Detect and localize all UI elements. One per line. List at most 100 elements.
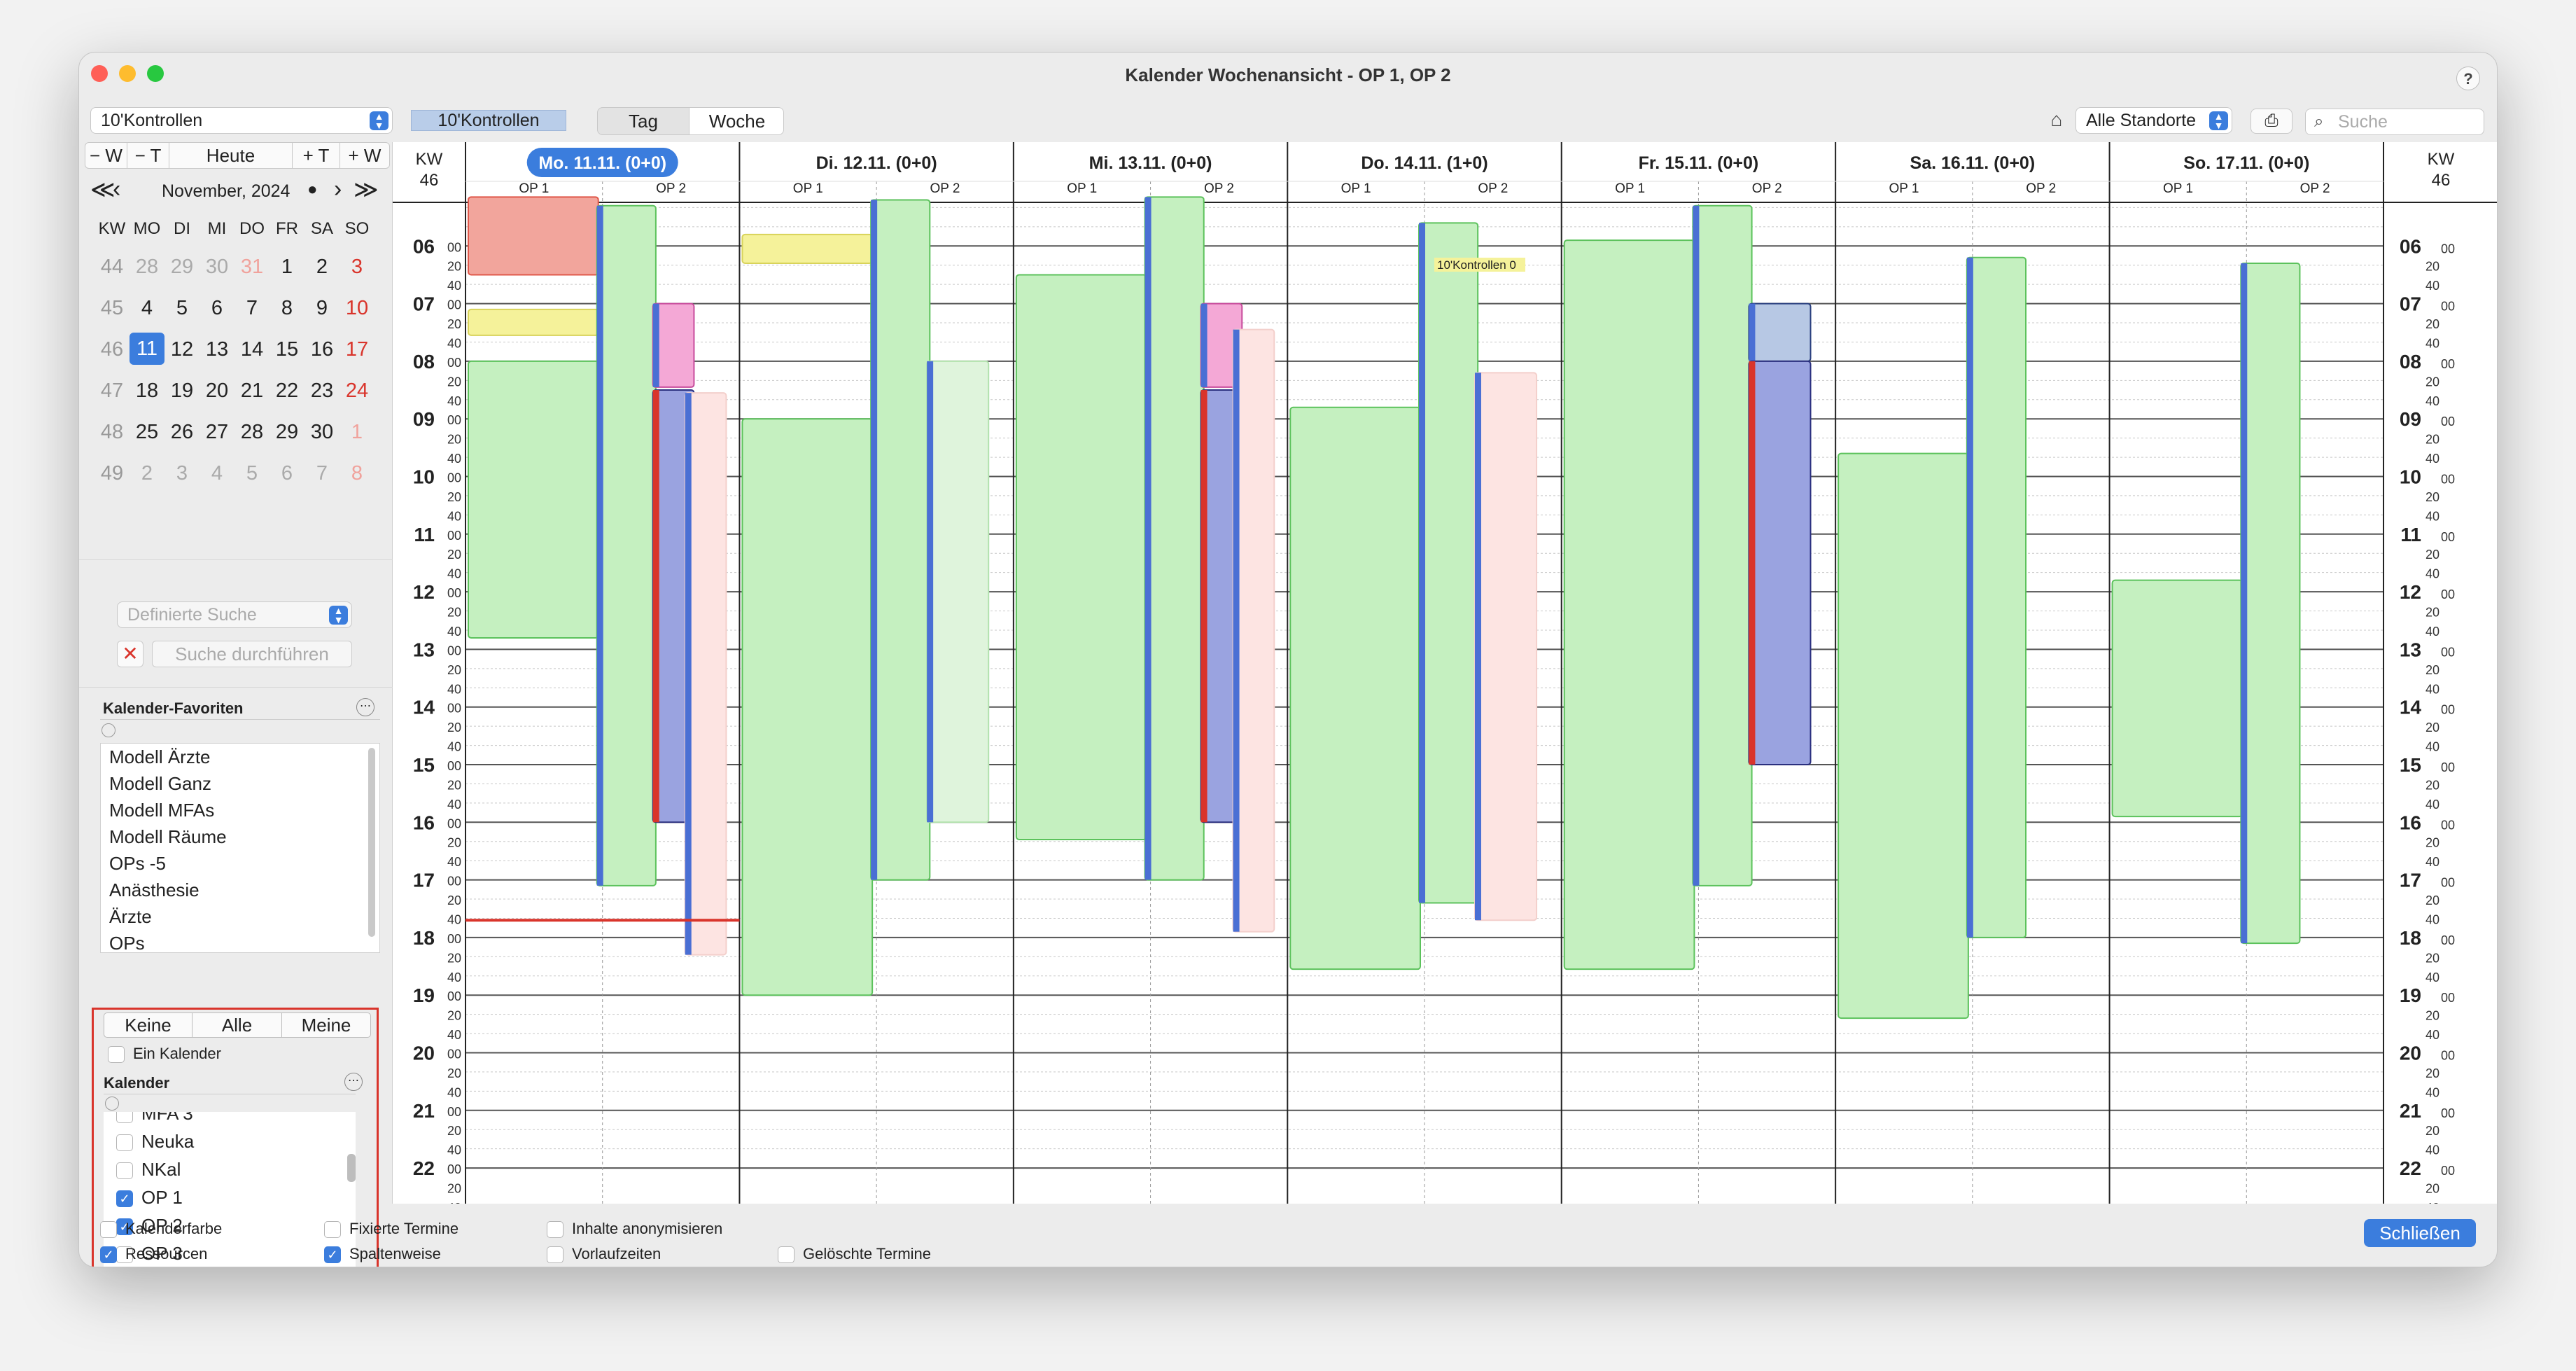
day-cell[interactable]: 5 [176,297,188,319]
option-fixierte-termine[interactable]: Fixierte Termine [324,1218,458,1240]
appointment-block[interactable] [1015,274,1147,840]
favorite-item[interactable]: Modell Räume [109,826,227,847]
next-month-step-icon[interactable]: › [334,176,342,202]
single-calendar-option[interactable]: Ein Kalender [108,1042,221,1066]
calendars-radio[interactable] [105,1097,119,1111]
day-cell[interactable]: 3 [351,256,363,278]
calendars-scrollbar[interactable] [347,1154,356,1182]
favorite-item[interactable]: OPs -5 [109,853,166,874]
appointment-block[interactable] [870,199,931,881]
calendar-item[interactable]: OP 3 [104,1239,356,1267]
day-cell[interactable]: 21 [240,380,264,402]
day-cell[interactable]: 15 [275,338,299,361]
calendar-item[interactable]: NKal [104,1155,356,1183]
option-gelöschte-termine[interactable]: Gelöschte Termine [778,1243,931,1265]
option-inhalte-anonymisieren[interactable]: Inhalte anonymisieren [547,1218,722,1240]
appointment-block[interactable] [1748,360,1812,765]
option-checkbox[interactable] [324,1221,341,1239]
option-ressourcen[interactable]: ✓ Ressourcen [100,1243,207,1265]
day-cell[interactable]: 5 [246,462,258,485]
appointment-block[interactable] [1692,204,1753,886]
tab-week[interactable]: Woche [689,108,783,134]
favorite-item[interactable]: Anästhesie [109,879,200,900]
option-spaltenweise[interactable]: ✓ Spaltenweise [324,1243,441,1265]
appointment-block[interactable] [1563,239,1695,970]
option-checkbox[interactable] [100,1221,117,1239]
day-cell[interactable]: 19 [170,380,194,402]
clear-search-icon[interactable]: ✕ [117,641,144,667]
minimize-window-button[interactable] [119,65,136,82]
option-kalenderfarbe[interactable]: Kalenderfarbe [100,1218,222,1240]
appointment-block[interactable] [1418,222,1479,904]
calendar-checkbox[interactable]: ✓ [116,1190,133,1208]
day-cell[interactable]: 29 [275,421,299,443]
appointment-block[interactable] [1748,302,1812,362]
day-cell[interactable]: 22 [275,380,299,402]
run-search-button[interactable]: Suche durchführen [152,641,352,667]
more-icon[interactable]: ⋯ [344,1073,363,1091]
day-cell[interactable]: 14 [240,338,264,361]
day-cell[interactable]: 12 [170,338,194,361]
day-cell[interactable]: 2 [141,462,153,485]
day-cell[interactable]: 4 [211,462,223,485]
close-button[interactable]: Schließen [2364,1219,2476,1247]
select-mine-button[interactable]: Meine [301,1015,351,1036]
favorites-radio[interactable] [102,723,115,737]
appointment-block[interactable] [926,360,990,823]
calendar-checkbox[interactable] [116,1162,133,1180]
day-cell[interactable]: 30 [310,421,334,443]
day-cell[interactable]: 7 [246,297,258,319]
search-field[interactable]: ⌕ Suche [2305,109,2484,135]
day-cell[interactable]: 26 [170,421,194,443]
appointment-block[interactable] [2111,579,2244,818]
maximize-window-button[interactable] [147,65,164,82]
defined-search-select[interactable]: Definierte Suche ▲ ▼ [117,601,352,628]
day-cell[interactable]: 13 [205,338,229,361]
appointment-block[interactable] [2240,262,2301,945]
appointment-block[interactable] [1289,406,1422,970]
appointment-block[interactable] [1474,372,1538,921]
day-cell[interactable]: 16 [310,338,334,361]
day-cell[interactable]: 28 [135,256,159,278]
next-day-button[interactable]: + T [293,143,340,168]
day-cell[interactable]: 4 [141,297,153,319]
day-cell[interactable]: 31 [240,256,264,278]
favorite-item[interactable]: Ärzte [109,906,152,927]
day-cell[interactable]: 11 [130,333,164,365]
day-cell[interactable]: 27 [205,421,229,443]
day-cell[interactable]: 17 [345,338,369,361]
day-cell[interactable]: 8 [281,297,293,319]
today-pill[interactable] [526,148,678,177]
appointment-block[interactable] [596,204,657,886]
day-cell[interactable]: 23 [310,380,334,402]
favorites-scrollbar[interactable] [368,748,375,937]
appointment-block[interactable] [1837,452,1969,1019]
day-cell[interactable]: 1 [281,256,293,278]
favorite-item[interactable]: Modell Ganz [109,773,211,794]
day-cell[interactable]: 6 [211,297,223,319]
prev-day-button[interactable]: − T [127,143,169,168]
day-cell[interactable]: 28 [240,421,264,443]
favorite-item[interactable]: Modell Ärzte [109,746,211,767]
day-cell[interactable]: 7 [316,462,328,485]
appointment-block[interactable] [741,418,874,996]
appointment-block[interactable] [1966,256,2027,938]
day-cell[interactable]: 3 [176,462,188,485]
next-month-icon[interactable]: ≫ [354,176,379,203]
option-checkbox[interactable] [547,1246,564,1264]
appointment-block[interactable] [1434,257,1525,272]
more-icon[interactable]: ⋯ [356,698,374,716]
day-cell[interactable]: 10 [345,297,369,319]
appointment-block[interactable] [1144,196,1205,881]
day-cell[interactable]: 18 [135,380,159,402]
today-dot-icon[interactable]: ● [307,180,318,199]
tab-day[interactable]: Tag [629,111,658,132]
select-all-button[interactable]: Alle [192,1013,282,1037]
today-button[interactable]: Heute [169,143,293,168]
option-vorlaufzeiten[interactable]: Vorlaufzeiten [547,1243,661,1265]
single-calendar-checkbox[interactable] [108,1046,125,1064]
calendar-checkbox[interactable]: ✓ [116,1218,133,1236]
location-select[interactable]: Alle Standorte ▲ ▼ [2076,107,2232,134]
appointment-block[interactable] [468,360,599,639]
option-checkbox[interactable]: ✓ [100,1246,117,1264]
